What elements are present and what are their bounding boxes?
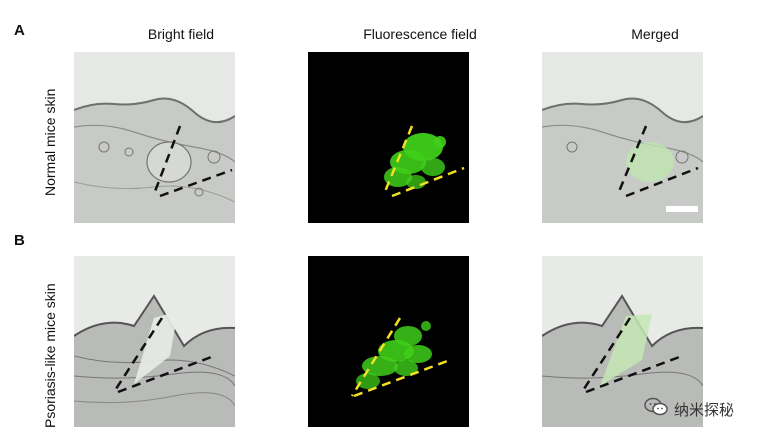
watermark: 纳米探秘 — [644, 397, 734, 421]
image-psoriasis-bright-field — [74, 256, 235, 427]
image-normal-bright-field — [74, 52, 235, 223]
image-normal-merged — [542, 52, 703, 223]
image-psoriasis-merged — [542, 256, 703, 427]
scale-bar — [666, 206, 698, 212]
row-label-psoriasis: Psoriasis-like mice skin — [42, 283, 58, 428]
column-title-fluorescence-field: Fluorescence field — [363, 26, 477, 42]
image-normal-fluorescence — [308, 52, 469, 223]
column-title-bright-field: Bright field — [147, 26, 215, 42]
row-label-normal: Normal mice skin — [42, 88, 58, 196]
panel-letter-a: A — [14, 22, 25, 39]
column-title-merged: Merged — [631, 26, 679, 42]
wechat-icon — [644, 397, 668, 421]
watermark-text: 纳米探秘 — [674, 401, 735, 419]
image-psoriasis-fluorescence — [308, 256, 469, 427]
panel-letter-b: B — [14, 232, 25, 249]
